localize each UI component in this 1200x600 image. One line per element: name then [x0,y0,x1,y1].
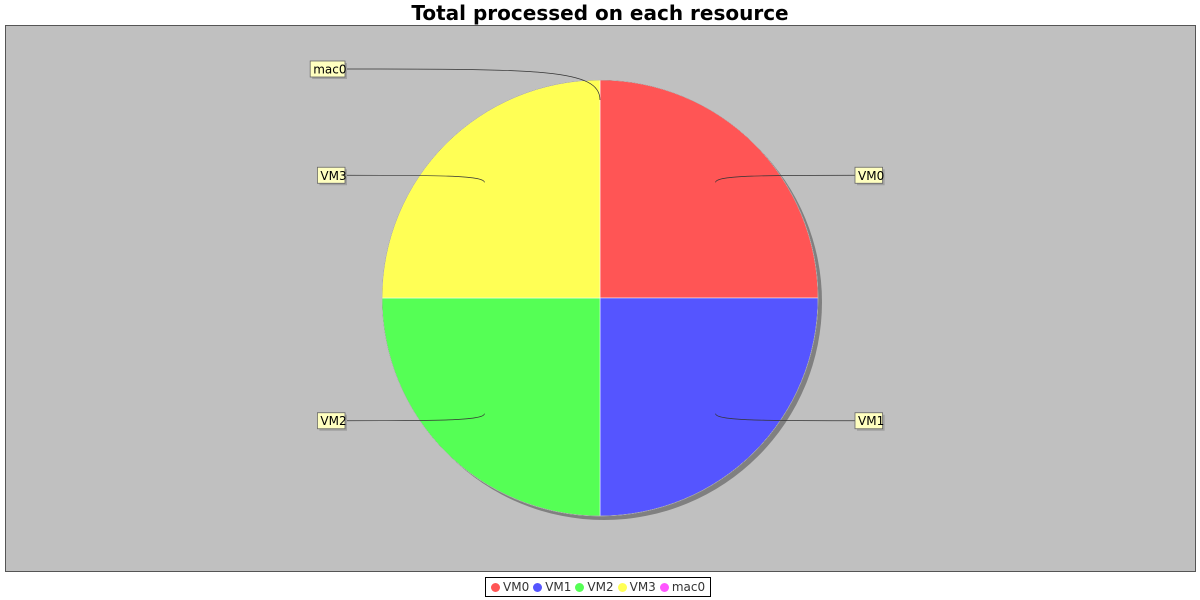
legend-item-mac0: mac0 [659,580,706,594]
label-text-vm3: VM3 [320,169,346,183]
slice-label-mac0: mac0 [309,60,601,101]
legend: VM0 VM1 VM2 VM3 mac0 [485,577,712,597]
legend-item-vm0: VM0 [491,580,529,594]
leader-line-vm1 [715,413,856,422]
legend-swatch-mac0 [659,582,669,592]
label-box-mac0 [309,60,346,78]
slice-label-vm0: VM0 [715,166,885,186]
legend-label-mac0: mac0 [671,580,706,594]
label-box-vm2 [316,412,346,430]
legend-swatch-vm2 [575,582,585,592]
leader-line-vm2 [344,413,485,422]
pie-outline [381,79,819,517]
slice-label-vm1: VM1 [715,412,885,431]
label-text-vm0: VM0 [858,169,884,183]
slice-label-vm2: VM2 [316,412,485,431]
legend-item-vm2: VM2 [575,580,614,594]
leader-line-vm0 [715,174,856,183]
label-box-vm1 [854,412,884,430]
label-box-vm0 [854,166,884,184]
legend-swatch-vm0 [491,582,500,592]
label-text-mac0: mac0 [313,63,346,77]
legend-swatch-vm3 [617,582,627,592]
legend-label-vm0: VM0 [503,580,530,594]
label-text-vm1: VM1 [858,414,884,428]
legend-item-vm3: VM3 [617,580,656,594]
legend-label-vm3: VM3 [629,580,656,594]
leader-line-vm3 [344,174,485,183]
legend-label-vm1: VM1 [545,580,572,594]
legend-label-vm2: VM2 [587,580,614,594]
chart-title: Total processed on each resource [411,1,789,25]
leader-line-mac0 [344,68,601,101]
legend-swatch-vm1 [533,582,543,592]
label-text-vm2: VM2 [320,414,346,428]
label-box-vm3 [316,166,346,184]
slice-label-vm3: VM3 [316,166,485,186]
legend-item-vm1: VM1 [533,580,571,594]
